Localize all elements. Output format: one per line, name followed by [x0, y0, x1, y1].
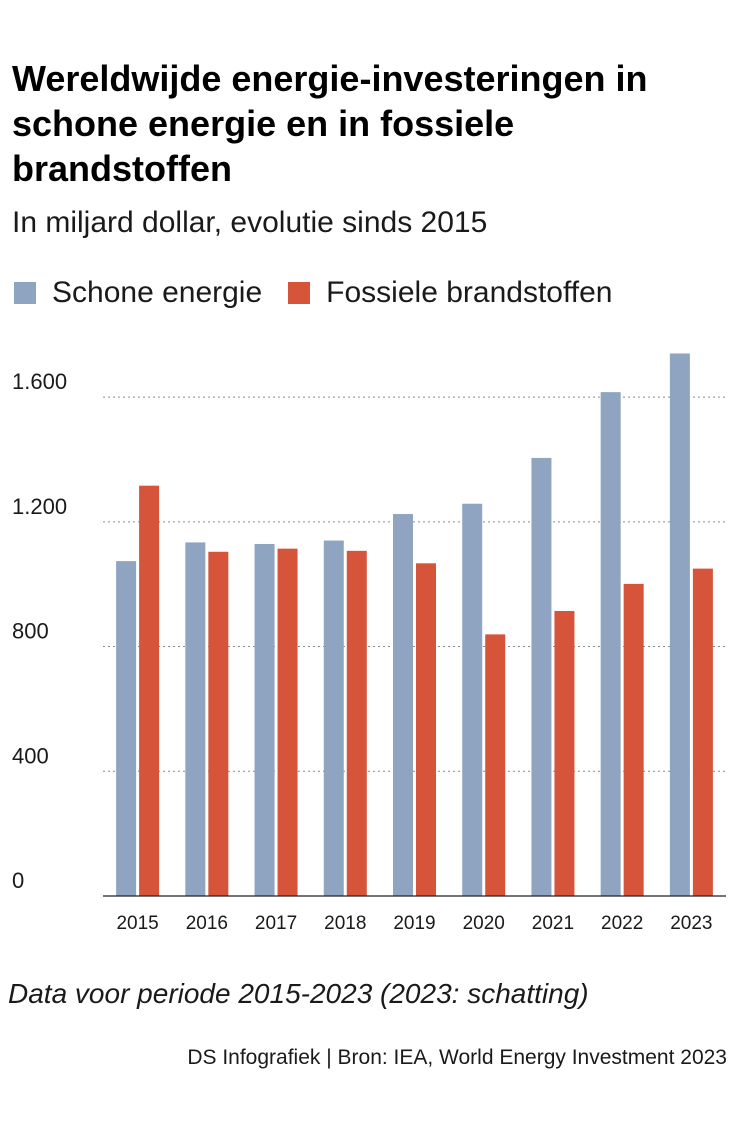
bar-fossiele-brandstoffen-2018	[346, 550, 367, 896]
bar-schone-energie-2015	[116, 561, 137, 896]
legend-item-fossiele-brandstoffen: Fossiele brandstoffen	[288, 276, 612, 310]
x-tick-label: 2016	[186, 913, 228, 934]
source-credit: DS Infografiek | Bron: IEA, World Energy…	[187, 1046, 727, 1069]
legend-label-schone-energie: Schone energie	[52, 276, 263, 309]
chart-title: Wereldwijde energie-investeringen in sch…	[12, 58, 648, 189]
bar-schone-energie-2018	[323, 540, 344, 896]
x-tick-label: 2020	[463, 913, 505, 934]
x-tick-label: 2022	[601, 913, 643, 934]
legend-label-fossiele-brandstoffen: Fossiele brandstoffen	[326, 276, 613, 309]
bar-fossiele-brandstoffen-2022	[623, 583, 644, 896]
y-tick-label: 1.200	[12, 494, 67, 519]
bar-fossiele-brandstoffen-2020	[485, 634, 506, 896]
bar-fossiele-brandstoffen-2021	[554, 611, 575, 896]
x-tick-label: 2023	[670, 913, 712, 934]
legend-swatch-fossiele-brandstoffen	[288, 282, 311, 304]
bar-chart: 0 400 800 1.200 1.600 2015 2016 2017 2018 2019 202…	[12, 353, 726, 934]
legend: Schone energie Fossiele brandstoffen	[14, 276, 638, 310]
bar-schone-energie-2017	[254, 543, 275, 896]
chart-subtitle: In miljard dollar, evolutie sinds 2015	[12, 206, 488, 239]
legend-swatch-schone-energie	[14, 282, 36, 304]
bar-fossiele-brandstoffen-2017	[277, 548, 298, 896]
x-tick-label: 2021	[532, 913, 574, 934]
bar-schone-energie-2023	[669, 353, 690, 896]
bar-schone-energie-2020	[462, 503, 483, 896]
bar-fossiele-brandstoffen-2016	[208, 551, 229, 896]
x-tick-label: 2015	[116, 913, 158, 934]
y-tick-label: 0	[12, 868, 24, 893]
bar-fossiele-brandstoffen-2023	[692, 568, 713, 896]
data-note: Data voor periode 2015-2023 (2023: schat…	[8, 978, 589, 1009]
bar-schone-energie-2022	[600, 392, 621, 896]
bar-fossiele-brandstoffen-2019	[416, 563, 436, 896]
x-tick-label: 2018	[324, 913, 366, 934]
y-tick-label: 400	[12, 743, 49, 768]
x-tick-label: 2019	[393, 913, 435, 934]
bar-fossiele-brandstoffen-2015	[139, 485, 160, 896]
bar-schone-energie-2016	[185, 542, 206, 896]
bar-schone-energie-2019	[393, 514, 413, 896]
y-tick-label: 800	[12, 619, 49, 644]
bar-schone-energie-2021	[531, 457, 552, 896]
y-tick-label: 1.600	[12, 369, 67, 394]
x-tick-label: 2017	[255, 913, 297, 934]
legend-item-schone-energie: Schone energie	[14, 276, 262, 310]
